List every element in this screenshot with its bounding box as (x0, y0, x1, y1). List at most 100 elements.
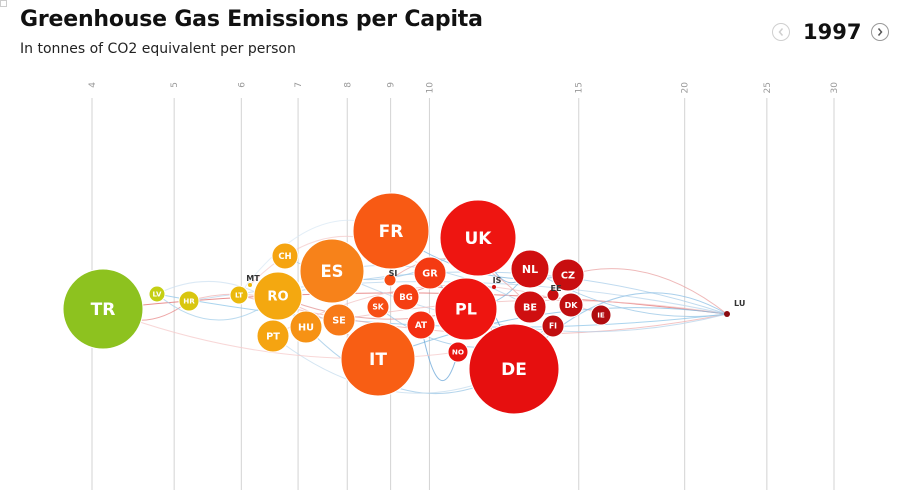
bubble-ee[interactable]: EE (546, 284, 562, 302)
bubble-circle[interactable] (447, 341, 469, 363)
connection-arc (420, 324, 459, 382)
corner-marker (0, 0, 7, 7)
bubble-circle[interactable] (178, 290, 200, 312)
bubble-circle[interactable] (413, 256, 447, 290)
bubble-label: HR (183, 297, 195, 306)
current-year: 1997 (803, 20, 862, 44)
x-tick-label: 30 (830, 82, 840, 94)
bubble-be[interactable]: BE (513, 290, 547, 324)
bubble-uk[interactable]: UK (439, 199, 517, 277)
bubble-circle[interactable] (492, 285, 496, 289)
bubble-circle[interactable] (352, 192, 430, 270)
bubble-label: RO (267, 290, 288, 305)
bubble-circle[interactable] (541, 314, 565, 338)
x-tick-label: 5 (170, 82, 180, 88)
bubble-label: LU (734, 299, 745, 308)
year-navigation: 1997 (772, 18, 890, 46)
bubble-circle[interactable] (406, 310, 436, 340)
page-subtitle: In tonnes of CO2 equivalent per person (20, 41, 296, 57)
chevron-right-icon (878, 28, 883, 36)
bubble-bg[interactable]: BG (392, 283, 420, 311)
bubble-de[interactable]: DE (468, 323, 560, 415)
bubble-lu[interactable]: LU (724, 299, 745, 317)
bubble-circle[interactable] (439, 199, 517, 277)
bubble-dk[interactable]: DK (558, 292, 584, 318)
bubble-circle[interactable] (322, 303, 356, 337)
bubble-circle[interactable] (366, 295, 390, 319)
bubble-es[interactable]: ES (299, 238, 365, 304)
x-tick-label: 4 (88, 82, 98, 88)
bubble-se[interactable]: SE (322, 303, 356, 337)
bubble-label: LT (235, 291, 243, 299)
bubble-fi[interactable]: FI (541, 314, 565, 338)
bubble-ch[interactable]: CH (271, 242, 299, 270)
bubble-lt[interactable]: LT (229, 285, 249, 305)
bubble-sk[interactable]: SK (366, 295, 390, 319)
bubble-fr[interactable]: FR (352, 192, 430, 270)
bubble-pt[interactable]: PT (256, 319, 290, 353)
x-tick-label: 7 (294, 82, 304, 88)
bubble-circle[interactable] (62, 268, 144, 350)
bubble-label: BE (523, 302, 537, 313)
bubble-label: DK (565, 301, 579, 310)
bubble-label: FI (549, 322, 557, 331)
bubble-is[interactable]: IS (492, 276, 502, 289)
bubble-circle[interactable] (383, 273, 397, 287)
bubble-mt[interactable]: MT (246, 274, 260, 287)
bubble-circle[interactable] (229, 285, 249, 305)
bubble-circle[interactable] (724, 311, 730, 317)
bubble-label: CZ (561, 270, 575, 281)
bubble-it[interactable]: IT (340, 321, 416, 397)
bubble-no[interactable]: NO (447, 341, 469, 363)
bubble-label: SE (332, 315, 346, 326)
bubble-circle[interactable] (392, 283, 420, 311)
bubble-circle[interactable] (289, 310, 323, 344)
bubble-label: EE (551, 284, 562, 293)
bubble-ro[interactable]: RO (253, 271, 303, 321)
bubble-circle[interactable] (434, 277, 498, 341)
bubble-gr[interactable]: GR (413, 256, 447, 290)
bubble-circle[interactable] (299, 238, 365, 304)
bubble-circle[interactable] (551, 258, 585, 292)
bubble-ie[interactable]: IE (590, 304, 612, 326)
bubble-circle[interactable] (271, 242, 299, 270)
x-tick-label: 6 (237, 82, 247, 88)
bubble-circle[interactable] (248, 283, 252, 287)
previous-year-button[interactable] (772, 23, 790, 41)
bubble-nl[interactable]: NL (510, 249, 550, 289)
x-tick-label: 25 (763, 82, 773, 93)
bubble-pl[interactable]: PL (434, 277, 498, 341)
bubble-label: UK (465, 229, 493, 249)
bubble-circle[interactable] (590, 304, 612, 326)
bubble-label: AT (415, 321, 427, 331)
bubble-circle[interactable] (558, 292, 584, 318)
bubble-si[interactable]: SI (383, 269, 398, 287)
bubble-label: PL (455, 300, 477, 319)
x-tick-label: 9 (387, 82, 397, 88)
bubble-tr[interactable]: TR (62, 268, 144, 350)
bubble-label: NL (522, 263, 538, 276)
page-title: Greenhouse Gas Emissions per Capita (20, 7, 483, 32)
chevron-left-icon (778, 28, 784, 36)
bubble-hr[interactable]: HR (178, 290, 200, 312)
bubble-at[interactable]: AT (406, 310, 436, 340)
bubble-hu[interactable]: HU (289, 310, 323, 344)
bubble-circle[interactable] (513, 290, 547, 324)
bubble-label: SI (389, 269, 398, 278)
bubble-cz[interactable]: CZ (551, 258, 585, 292)
next-year-button[interactable] (871, 23, 890, 41)
bubble-circle[interactable] (468, 323, 560, 415)
bubble-lv[interactable]: LV (148, 285, 166, 303)
bubble-circle[interactable] (546, 288, 560, 302)
bubble-circle[interactable] (340, 321, 416, 397)
bubble-circle[interactable] (148, 285, 166, 303)
x-tick-label: 20 (681, 82, 691, 94)
bubble-label: SK (372, 303, 384, 312)
bubble-label: GR (422, 268, 438, 279)
bubble-circle[interactable] (256, 319, 290, 353)
bubble-circle[interactable] (510, 249, 550, 289)
bubble-circle[interactable] (253, 271, 303, 321)
bubble-label: IT (369, 350, 387, 370)
bubble-label: ES (320, 262, 343, 281)
